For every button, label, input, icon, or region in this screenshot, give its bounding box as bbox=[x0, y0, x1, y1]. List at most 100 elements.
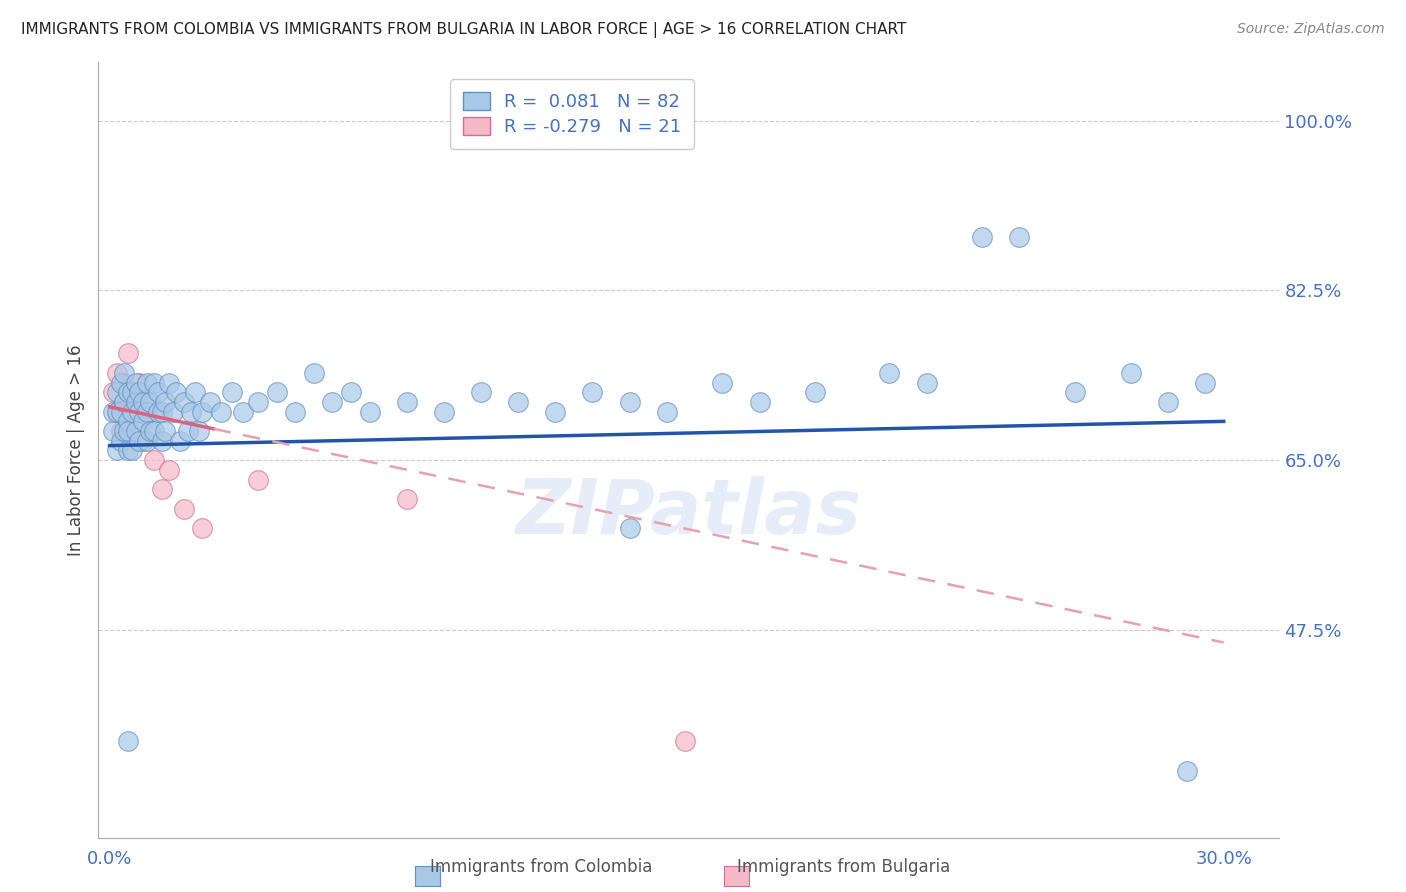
Point bbox=[117, 414, 139, 428]
Point bbox=[128, 405, 150, 419]
Point bbox=[191, 405, 214, 419]
Point bbox=[105, 366, 128, 380]
Point bbox=[433, 405, 456, 419]
Point bbox=[110, 376, 132, 390]
Point bbox=[619, 395, 641, 409]
Point bbox=[232, 405, 254, 419]
Point bbox=[619, 521, 641, 535]
Point bbox=[187, 424, 209, 438]
Legend: R =  0.081   N = 82, R = -0.279   N = 21: R = 0.081 N = 82, R = -0.279 N = 21 bbox=[450, 79, 695, 149]
Point bbox=[879, 366, 901, 380]
Point bbox=[1194, 376, 1216, 390]
Point bbox=[128, 414, 150, 428]
Point bbox=[132, 414, 155, 428]
Point bbox=[135, 434, 157, 448]
Point bbox=[139, 424, 162, 438]
Point bbox=[112, 366, 135, 380]
Point bbox=[1119, 366, 1142, 380]
Point bbox=[132, 395, 155, 409]
Y-axis label: In Labor Force | Age > 16: In Labor Force | Age > 16 bbox=[66, 344, 84, 557]
Point bbox=[135, 405, 157, 419]
Point bbox=[1157, 395, 1180, 409]
Point bbox=[121, 405, 143, 419]
Point bbox=[1008, 230, 1031, 244]
Point bbox=[135, 395, 157, 409]
Text: Immigrants from Colombia: Immigrants from Colombia bbox=[430, 858, 652, 876]
Point bbox=[711, 376, 734, 390]
Point bbox=[804, 385, 827, 400]
Point bbox=[139, 395, 162, 409]
Point bbox=[180, 405, 202, 419]
Point bbox=[176, 424, 198, 438]
Point bbox=[1175, 764, 1198, 778]
Point bbox=[146, 405, 169, 419]
Point bbox=[105, 443, 128, 458]
Point bbox=[198, 395, 221, 409]
Point bbox=[221, 385, 243, 400]
Point bbox=[146, 385, 169, 400]
Point bbox=[165, 385, 187, 400]
Point bbox=[121, 385, 143, 400]
Text: Source: ZipAtlas.com: Source: ZipAtlas.com bbox=[1237, 22, 1385, 37]
Point bbox=[395, 395, 418, 409]
Point bbox=[340, 385, 363, 400]
Point bbox=[673, 734, 696, 748]
Point bbox=[1064, 385, 1087, 400]
Point bbox=[124, 376, 146, 390]
Point bbox=[117, 346, 139, 360]
Point bbox=[155, 395, 177, 409]
Point bbox=[112, 395, 135, 409]
Point bbox=[266, 385, 288, 400]
Point bbox=[655, 405, 678, 419]
Point bbox=[128, 385, 150, 400]
Text: ZIPatlas: ZIPatlas bbox=[516, 475, 862, 549]
Point bbox=[302, 366, 325, 380]
Point bbox=[143, 376, 166, 390]
Point bbox=[128, 434, 150, 448]
Point bbox=[112, 424, 135, 438]
Point bbox=[506, 395, 529, 409]
Point bbox=[110, 405, 132, 419]
Point bbox=[124, 424, 146, 438]
Text: IMMIGRANTS FROM COLOMBIA VS IMMIGRANTS FROM BULGARIA IN LABOR FORCE | AGE > 16 C: IMMIGRANTS FROM COLOMBIA VS IMMIGRANTS F… bbox=[21, 22, 907, 38]
Point bbox=[121, 405, 143, 419]
Point bbox=[150, 483, 173, 497]
Point bbox=[112, 376, 135, 390]
Point bbox=[173, 395, 195, 409]
Point bbox=[359, 405, 381, 419]
Point bbox=[184, 385, 207, 400]
Point bbox=[321, 395, 343, 409]
Point bbox=[915, 376, 938, 390]
Point bbox=[247, 395, 270, 409]
Point bbox=[110, 434, 132, 448]
Point bbox=[155, 424, 177, 438]
Point bbox=[748, 395, 770, 409]
Point bbox=[117, 385, 139, 400]
Point bbox=[972, 230, 994, 244]
Point bbox=[544, 405, 567, 419]
Point bbox=[105, 405, 128, 419]
Point bbox=[135, 376, 157, 390]
Point bbox=[169, 434, 191, 448]
Point bbox=[124, 395, 146, 409]
Point bbox=[157, 376, 180, 390]
Point bbox=[581, 385, 603, 400]
Point bbox=[395, 491, 418, 506]
Point bbox=[284, 405, 307, 419]
Point bbox=[162, 405, 184, 419]
Point bbox=[121, 443, 143, 458]
Point bbox=[117, 424, 139, 438]
Point bbox=[157, 463, 180, 477]
Point bbox=[143, 424, 166, 438]
Point bbox=[103, 385, 125, 400]
Point bbox=[150, 405, 173, 419]
Point bbox=[103, 424, 125, 438]
Point bbox=[173, 501, 195, 516]
Point bbox=[128, 376, 150, 390]
Point bbox=[150, 434, 173, 448]
Point bbox=[103, 405, 125, 419]
Point bbox=[209, 405, 232, 419]
Text: Immigrants from Bulgaria: Immigrants from Bulgaria bbox=[737, 858, 950, 876]
Point bbox=[117, 443, 139, 458]
Point bbox=[112, 395, 135, 409]
